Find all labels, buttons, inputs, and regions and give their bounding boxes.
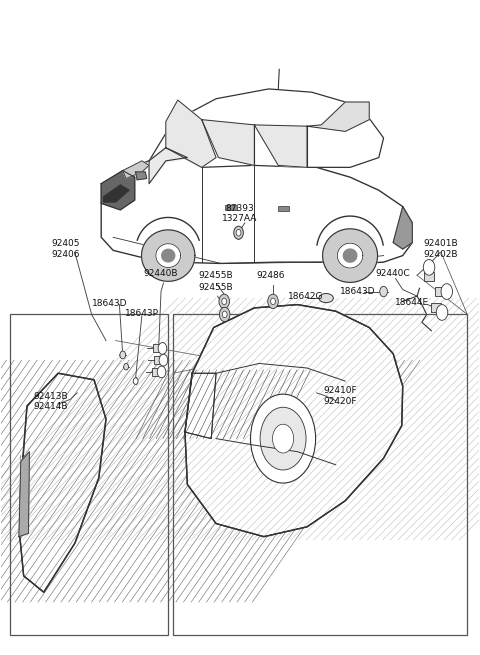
Polygon shape [254, 125, 307, 168]
Text: 18644E: 18644E [395, 298, 429, 307]
Bar [225, 204, 237, 210]
Text: 92486: 92486 [257, 271, 285, 280]
Polygon shape [142, 230, 195, 281]
Circle shape [133, 378, 138, 384]
Text: 92401B
92402B: 92401B 92402B [424, 239, 458, 259]
Circle shape [260, 407, 306, 470]
Bar [154, 356, 161, 364]
Bar [278, 206, 289, 211]
Polygon shape [307, 102, 369, 132]
Bar [10, 314, 168, 635]
Bar [173, 314, 468, 635]
Polygon shape [323, 229, 378, 282]
Polygon shape [185, 373, 216, 439]
Polygon shape [123, 161, 149, 178]
Circle shape [120, 351, 126, 359]
Circle shape [380, 286, 387, 297]
Text: 92413B
92414B: 92413B 92414B [34, 392, 68, 411]
Polygon shape [337, 243, 363, 268]
Circle shape [222, 311, 227, 318]
Polygon shape [104, 185, 129, 202]
Bar [424, 272, 434, 281]
Polygon shape [101, 158, 412, 263]
Text: 18643D: 18643D [339, 287, 375, 296]
Circle shape [251, 394, 316, 483]
Text: 18642G: 18642G [288, 292, 324, 301]
Polygon shape [156, 244, 180, 267]
Polygon shape [202, 120, 254, 166]
Circle shape [234, 226, 243, 239]
Polygon shape [166, 100, 216, 168]
Text: 92455B: 92455B [199, 282, 233, 291]
Circle shape [273, 424, 294, 453]
Circle shape [222, 298, 227, 305]
Circle shape [423, 259, 435, 275]
Circle shape [436, 305, 448, 320]
Bar [432, 303, 441, 312]
Polygon shape [20, 373, 106, 592]
Text: 92440B: 92440B [144, 269, 178, 278]
Polygon shape [152, 150, 185, 181]
Text: 92440C: 92440C [376, 269, 410, 278]
Polygon shape [19, 452, 29, 536]
Text: 18643D: 18643D [92, 299, 128, 308]
Circle shape [271, 298, 276, 305]
Text: 92410F
92420F: 92410F 92420F [324, 386, 357, 406]
Polygon shape [101, 171, 135, 210]
Polygon shape [343, 249, 357, 262]
Circle shape [219, 307, 230, 322]
Text: 18643P: 18643P [125, 309, 159, 318]
Bar [153, 345, 160, 352]
Circle shape [268, 294, 278, 309]
Circle shape [157, 366, 166, 378]
Polygon shape [393, 206, 412, 249]
Text: 87393
1327AA: 87393 1327AA [222, 204, 258, 223]
Polygon shape [162, 250, 175, 262]
Bar [435, 287, 445, 296]
Circle shape [159, 354, 168, 366]
Circle shape [158, 343, 167, 354]
Polygon shape [185, 305, 403, 536]
Circle shape [236, 229, 241, 236]
Bar [152, 368, 159, 376]
Text: 92405
92406: 92405 92406 [51, 239, 80, 259]
Text: 92455B: 92455B [199, 271, 233, 280]
Circle shape [441, 284, 453, 299]
Polygon shape [149, 89, 384, 168]
Circle shape [124, 364, 129, 370]
Polygon shape [136, 172, 147, 179]
Circle shape [219, 294, 229, 309]
Polygon shape [149, 148, 187, 183]
Ellipse shape [319, 293, 333, 303]
